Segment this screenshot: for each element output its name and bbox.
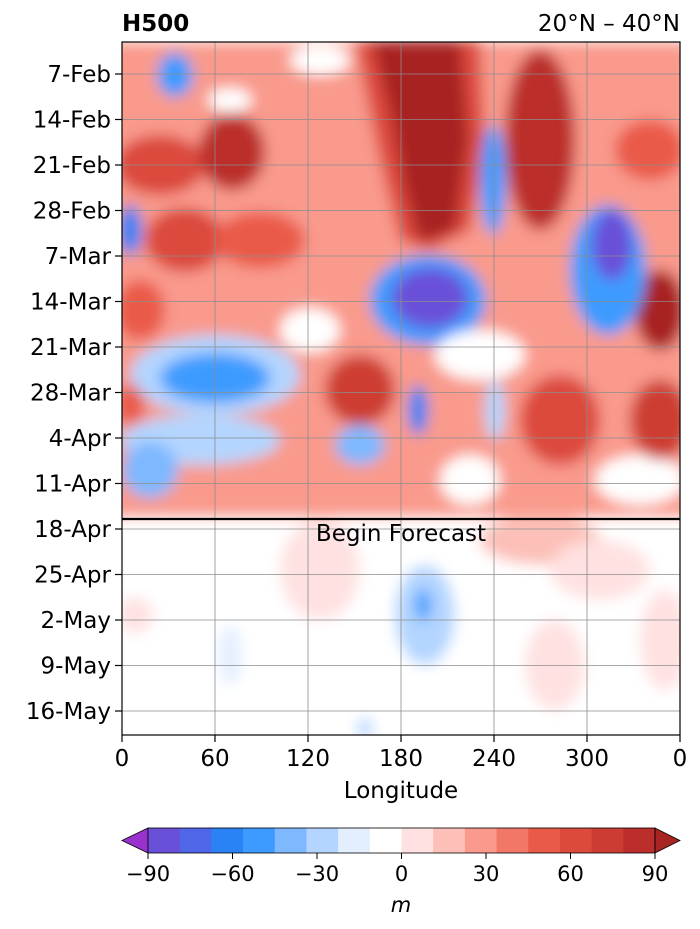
y-tick-label: 21-Feb (33, 153, 111, 179)
x-tick-label: 0 (673, 746, 688, 772)
y-tick-label: 14-Mar (30, 290, 112, 316)
forecast-annotation: Begin Forecast (316, 521, 486, 547)
colorbar-tick-label: −90 (126, 862, 170, 886)
colorbar-swatch (179, 828, 212, 853)
y-tick-label: 25-Apr (34, 563, 111, 589)
y-tick-label: 7-Feb (47, 62, 111, 88)
contour-region (592, 210, 632, 280)
contour-region (595, 455, 680, 505)
colorbar-swatch (623, 828, 656, 853)
contour-region (392, 268, 468, 328)
contour-region (435, 330, 525, 380)
x-tick-label: 240 (472, 746, 516, 772)
x-tick-label: 120 (286, 746, 330, 772)
contour-region (218, 625, 242, 685)
colorbar-tick-label: 90 (642, 862, 669, 886)
y-tick-label: 21-Mar (30, 335, 112, 361)
contour-region (415, 589, 431, 621)
contour-region (520, 375, 600, 465)
colorbar-extend-min (121, 827, 149, 854)
y-axis: 7-Feb 14-Feb 21-Feb 28-Feb 7-Mar 14-Mar 21-Mar… (26, 62, 122, 725)
x-tick-label: 180 (379, 746, 423, 772)
colorbar-swatch (401, 828, 434, 853)
y-tick-label: 11-Apr (34, 472, 111, 498)
contour-region (325, 355, 395, 425)
contour-region (615, 120, 680, 180)
contour-region (640, 590, 680, 690)
contour-region (208, 88, 252, 112)
colorbar-swatch (464, 828, 498, 853)
contour-region (440, 455, 500, 505)
contour-region (335, 425, 385, 465)
contour-region (145, 208, 225, 272)
colorbar-swatch (528, 828, 561, 853)
contour-region (525, 620, 585, 710)
contour-region (122, 597, 153, 633)
contour-region (157, 53, 193, 97)
y-tick-label: 28-Mar (30, 381, 112, 407)
colorbar-tick-label: 0 (395, 862, 408, 886)
x-tick-label: 300 (565, 746, 609, 772)
y-tick-label: 2-May (41, 608, 111, 634)
contour-region (635, 270, 680, 350)
contour-region (280, 520, 360, 620)
colorbar-swatch (496, 828, 529, 853)
y-tick-label: 14-Feb (33, 108, 111, 134)
colorbar-swatch (274, 828, 308, 853)
y-tick-label: 9-May (41, 654, 111, 680)
colorbar-tick-label: 30 (473, 862, 500, 886)
y-tick-label: 7-Mar (45, 244, 112, 270)
contour-region (372, 42, 468, 242)
y-tick-label: 28-Feb (33, 199, 111, 225)
colorbar-tick-label: 60 (557, 862, 584, 886)
x-axis: 0 60 120 180 240 300 0 (115, 735, 688, 772)
contour-region (122, 385, 145, 425)
contour-region (505, 50, 575, 230)
contour-region (215, 212, 305, 268)
x-tick-label: 60 (200, 746, 229, 772)
y-tick-label: 16-May (26, 699, 111, 725)
contour-region (550, 540, 650, 600)
plot-area: Begin Forecast (121, 41, 681, 736)
contour-region (280, 308, 340, 352)
contour-region (122, 442, 178, 498)
colorbar-swatch (559, 828, 593, 853)
y-tick-label: 18-Apr (34, 517, 111, 543)
colorbar-swatch (338, 828, 371, 853)
colorbar-swatch (369, 828, 403, 853)
contour-region (630, 380, 680, 460)
colorbar-swatch (148, 828, 181, 853)
contour-region (290, 45, 350, 75)
contour-region (199, 114, 265, 190)
x-axis-label: Longitude (344, 778, 458, 804)
contour-region (408, 385, 428, 435)
colorbar: −90 −60 −30 0 30 60 90 (121, 827, 681, 886)
contour-field (122, 42, 680, 735)
colorbar-label: m (391, 893, 411, 917)
colorbar-swatch (433, 828, 466, 853)
contour-region (122, 280, 165, 340)
colorbar-swatch (306, 828, 339, 853)
y-tick-label: 4-Apr (49, 426, 112, 452)
chart-title-right: 20°N – 40°N (538, 11, 680, 37)
chart-title-left: H500 (122, 11, 189, 37)
contour-region (480, 125, 506, 235)
colorbar-swatch (211, 828, 244, 853)
grid-lines (122, 42, 680, 735)
contour-region (122, 205, 142, 255)
colorbar-extend-max (654, 827, 681, 854)
contour-region (357, 718, 373, 735)
colorbar-swatch (243, 828, 276, 853)
contour-region (485, 380, 505, 440)
colorbar-tick-label: −30 (295, 862, 339, 886)
x-tick-label: 0 (115, 746, 130, 772)
colorbar-tick-label: −60 (210, 862, 254, 886)
colorbar-swatch (591, 828, 624, 853)
